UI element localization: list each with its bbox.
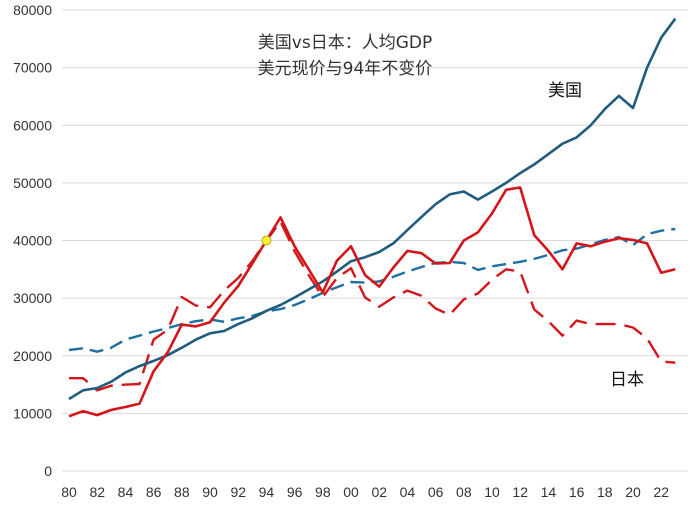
chart-title-line2: 美元现价与94年不变价 <box>258 59 433 79</box>
y-tick-label: 70000 <box>13 60 52 76</box>
x-tick-label: 84 <box>118 484 134 500</box>
x-tick-label: 10 <box>484 484 500 500</box>
japan-series-label: 日本 <box>610 370 644 390</box>
x-tick-label: 82 <box>89 484 105 500</box>
x-tick-label: 00 <box>343 484 359 500</box>
chart-title-line1: 美国vs日本：人均GDP <box>258 33 432 53</box>
x-tick-label: 06 <box>428 484 444 500</box>
x-tick-label: 98 <box>315 484 331 500</box>
x-tick-label: 86 <box>146 484 162 500</box>
y-tick-label: 20000 <box>13 348 52 364</box>
x-tick-label: 80 <box>61 484 77 500</box>
x-tick-label: 08 <box>456 484 472 500</box>
x-tick-label: 88 <box>174 484 190 500</box>
x-tick-label: 94 <box>259 484 275 500</box>
y-tick-label: 60000 <box>13 117 52 133</box>
x-tick-label: 18 <box>597 484 613 500</box>
x-tick-label: 22 <box>653 484 669 500</box>
axes: 0100002000030000400005000060000700008000… <box>13 2 669 500</box>
x-tick-label: 14 <box>541 484 557 500</box>
series-line-1 <box>68 227 676 353</box>
x-tick-label: 04 <box>400 484 416 500</box>
series-line-3 <box>69 220 676 392</box>
y-tick-label: 80000 <box>13 2 52 18</box>
x-tick-label: 20 <box>625 484 641 500</box>
gridlines <box>62 9 688 472</box>
y-tick-label: 50000 <box>13 175 52 191</box>
y-tick-label: 0 <box>44 463 52 479</box>
x-tick-label: 96 <box>287 484 303 500</box>
y-tick-label: 40000 <box>13 233 52 249</box>
series-line-2 <box>68 186 676 418</box>
x-tick-label: 16 <box>569 484 585 500</box>
x-tick-label: 92 <box>230 484 246 500</box>
highlight-marker <box>261 235 272 246</box>
x-tick-label: 02 <box>371 484 387 500</box>
y-tick-label: 30000 <box>13 290 52 306</box>
marker-layer <box>261 235 272 246</box>
us-series-label: 美国 <box>548 81 582 101</box>
y-tick-label: 10000 <box>13 405 52 421</box>
x-tick-label: 12 <box>512 484 528 500</box>
series-line-0 <box>68 17 677 401</box>
x-tick-label: 90 <box>202 484 218 500</box>
series-layer <box>68 17 677 418</box>
